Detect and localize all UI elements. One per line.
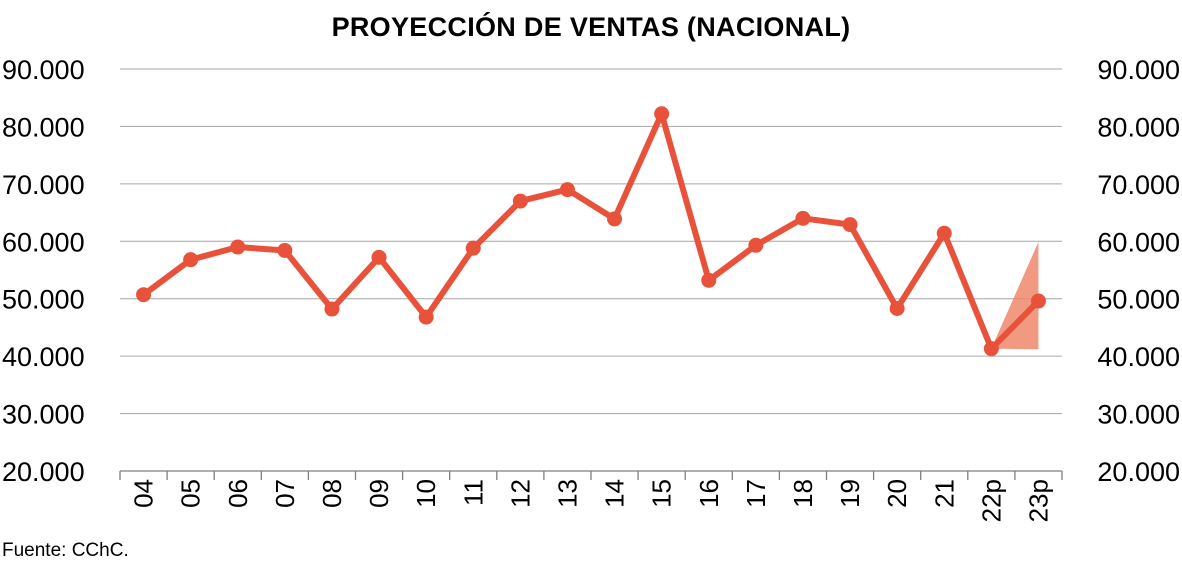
data-point bbox=[512, 193, 528, 209]
data-point bbox=[607, 211, 623, 227]
y-tick-label-left: 80.000 bbox=[2, 112, 85, 142]
x-tick-label: 18 bbox=[788, 479, 818, 508]
y-tick-label-left: 50.000 bbox=[2, 285, 85, 315]
data-point bbox=[277, 242, 293, 258]
projection-band-layer bbox=[991, 241, 1039, 350]
x-tick-label: 04 bbox=[129, 479, 159, 508]
gridlines bbox=[120, 68, 1062, 415]
y-tick-label-right: 70.000 bbox=[1097, 170, 1180, 200]
x-axis bbox=[119, 470, 1063, 480]
x-tick-label: 20 bbox=[882, 479, 912, 508]
x-tick-label: 15 bbox=[647, 479, 677, 508]
data-point bbox=[324, 301, 340, 317]
y-tick-label-right: 60.000 bbox=[1097, 227, 1180, 257]
data-point bbox=[983, 341, 999, 357]
x-tick-label: 08 bbox=[317, 479, 347, 508]
data-point bbox=[654, 106, 670, 122]
x-tick-label: 07 bbox=[270, 479, 300, 508]
x-tick-label: 19 bbox=[835, 479, 865, 508]
y-tick-label-left: 70.000 bbox=[2, 170, 85, 200]
data-point bbox=[371, 249, 387, 265]
data-point bbox=[465, 240, 481, 256]
x-tick-label: 09 bbox=[364, 479, 394, 508]
source-note: Fuente: CChC. bbox=[2, 540, 129, 561]
y-tick-label-right: 20.000 bbox=[1097, 457, 1180, 487]
data-point bbox=[889, 300, 905, 316]
x-axis-ticks: 04 05 06 07 08 09 10 11 12 13 14 15 16 17 18 19 20 21 22p 2… bbox=[129, 479, 1054, 522]
x-tick-label: 06 bbox=[223, 479, 253, 508]
y-tick-label-right: 40.000 bbox=[1097, 342, 1180, 372]
data-point bbox=[842, 217, 858, 233]
x-tick-label: 10 bbox=[411, 479, 441, 508]
data-point bbox=[418, 309, 434, 325]
data-point bbox=[1030, 293, 1046, 309]
projection-band bbox=[991, 241, 1039, 350]
x-tick-label: 05 bbox=[176, 479, 206, 508]
data-point bbox=[183, 252, 199, 268]
data-point bbox=[701, 272, 717, 288]
y-tick-label-right: 90.000 bbox=[1097, 55, 1180, 85]
y-axis-left-ticks: 20.000 30.000 40.000 50.000 60.000 70.000 80.0… bbox=[2, 55, 85, 487]
y-tick-label-left: 30.000 bbox=[2, 400, 85, 430]
data-points bbox=[136, 106, 1046, 357]
series-line-layer bbox=[140, 110, 1042, 352]
x-tick-label: 11 bbox=[458, 479, 488, 506]
x-tick-label: 16 bbox=[694, 479, 724, 508]
x-tick-label: 13 bbox=[552, 479, 582, 508]
data-point bbox=[936, 225, 952, 241]
x-tick-label: 21 bbox=[929, 479, 959, 508]
y-tick-label-right: 50.000 bbox=[1097, 285, 1180, 315]
chart-title: PROYECCIÓN DE VENTAS (NACIONAL) bbox=[331, 12, 851, 42]
y-tick-label-left: 20.000 bbox=[2, 457, 85, 487]
y-tick-label-right: 30.000 bbox=[1097, 400, 1180, 430]
y-tick-label-right: 80.000 bbox=[1097, 112, 1180, 142]
data-point bbox=[230, 239, 246, 255]
y-tick-label-left: 40.000 bbox=[2, 342, 85, 372]
series-line bbox=[140, 110, 1042, 352]
x-tick-label: 23p bbox=[1023, 479, 1053, 522]
data-point bbox=[136, 287, 152, 303]
y-axis-right-ticks: 20.000 30.000 40.000 50.000 60.000 70.000 80.0… bbox=[1097, 55, 1180, 487]
x-tick-label: 14 bbox=[600, 479, 630, 508]
x-tick-label: 22p bbox=[976, 479, 1006, 522]
x-tick-label: 12 bbox=[505, 479, 535, 508]
data-point bbox=[559, 182, 575, 198]
x-tick-label: 17 bbox=[741, 479, 771, 508]
data-point bbox=[748, 237, 764, 253]
data-point bbox=[795, 210, 811, 226]
y-tick-label-left: 90.000 bbox=[2, 55, 85, 85]
y-tick-label-left: 60.000 bbox=[2, 227, 85, 257]
